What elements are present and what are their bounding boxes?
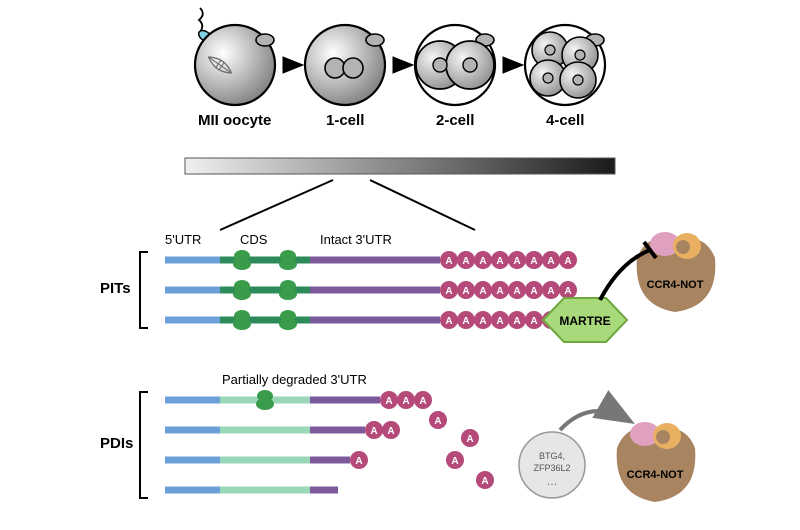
svg-text:A: A	[530, 286, 537, 297]
svg-text:A: A	[402, 396, 409, 407]
utr3-partial-label: Partially degraded 3'UTR	[222, 372, 367, 387]
svg-text:A: A	[434, 416, 441, 427]
svg-text:A: A	[385, 396, 392, 407]
svg-text:A: A	[496, 256, 503, 267]
svg-text:A: A	[419, 396, 426, 407]
pdis-bracket	[140, 392, 148, 498]
svg-text:A: A	[355, 456, 362, 467]
svg-text:A: A	[513, 316, 520, 327]
utr5-label: 5'UTR	[165, 232, 201, 247]
svg-text:CCR4-NOT: CCR4-NOT	[647, 279, 704, 291]
stage-label: MII oocyte	[198, 112, 271, 129]
diagram-root: AAAAAAAAAAAAAAAAAAAAAAAA AAAAAA AAAA CCR…	[0, 0, 800, 530]
two-cell	[415, 25, 495, 105]
svg-text:CCR4-NOT: CCR4-NOT	[627, 469, 684, 481]
svg-text:A: A	[547, 286, 554, 297]
regulator-circle: BTG4, ZFP36L2 …	[519, 432, 585, 498]
cds-label: CDS	[240, 232, 267, 247]
svg-text:BTG4,: BTG4,	[539, 451, 565, 461]
svg-text:A: A	[496, 286, 503, 297]
gradient-bar	[185, 158, 615, 174]
stage-label: 4-cell	[546, 112, 584, 129]
svg-text:A: A	[481, 476, 488, 487]
svg-text:A: A	[564, 286, 571, 297]
pdis-transcripts: AAAAAA	[165, 390, 432, 494]
svg-text:A: A	[462, 286, 469, 297]
svg-text:A: A	[513, 256, 520, 267]
svg-text:A: A	[530, 316, 537, 327]
svg-text:A: A	[445, 256, 452, 267]
utr3-intact-label: Intact 3'UTR	[320, 232, 392, 247]
svg-text:…: …	[547, 476, 558, 488]
connector-line	[220, 180, 333, 230]
svg-text:ZFP36L2: ZFP36L2	[533, 463, 570, 473]
svg-text:A: A	[479, 316, 486, 327]
falling-polya: AAAA	[429, 411, 494, 489]
activation-arrow	[560, 411, 628, 430]
pits-label: PITs	[100, 280, 131, 297]
mii-oocyte-cell	[195, 25, 275, 105]
ccr4-not-top: CCR4-NOT	[637, 232, 716, 312]
svg-text:A: A	[530, 256, 537, 267]
svg-text:A: A	[479, 256, 486, 267]
svg-text:MARTRE: MARTRE	[559, 314, 610, 328]
svg-text:A: A	[445, 286, 452, 297]
stage-label: 2-cell	[436, 112, 474, 129]
pdis-label: PDIs	[100, 435, 133, 452]
pits-transcripts: AAAAAAAAAAAAAAAAAAAAAAAA	[165, 250, 577, 330]
ccr4-not-bottom: CCR4-NOT	[617, 422, 696, 502]
svg-text:A: A	[564, 256, 571, 267]
svg-text:A: A	[462, 256, 469, 267]
pits-bracket	[140, 252, 148, 328]
svg-text:A: A	[547, 256, 554, 267]
svg-text:A: A	[445, 316, 452, 327]
svg-text:A: A	[387, 426, 394, 437]
svg-text:A: A	[496, 316, 503, 327]
svg-text:A: A	[479, 286, 486, 297]
four-cell	[525, 25, 605, 105]
svg-text:A: A	[451, 456, 458, 467]
svg-text:A: A	[466, 434, 473, 445]
one-cell	[305, 25, 385, 105]
svg-text:A: A	[513, 286, 520, 297]
martre-hexagon: MARTRE	[543, 298, 627, 342]
svg-text:A: A	[370, 426, 377, 437]
stage-label: 1-cell	[326, 112, 364, 129]
svg-text:A: A	[462, 316, 469, 327]
connector-line	[370, 180, 475, 230]
